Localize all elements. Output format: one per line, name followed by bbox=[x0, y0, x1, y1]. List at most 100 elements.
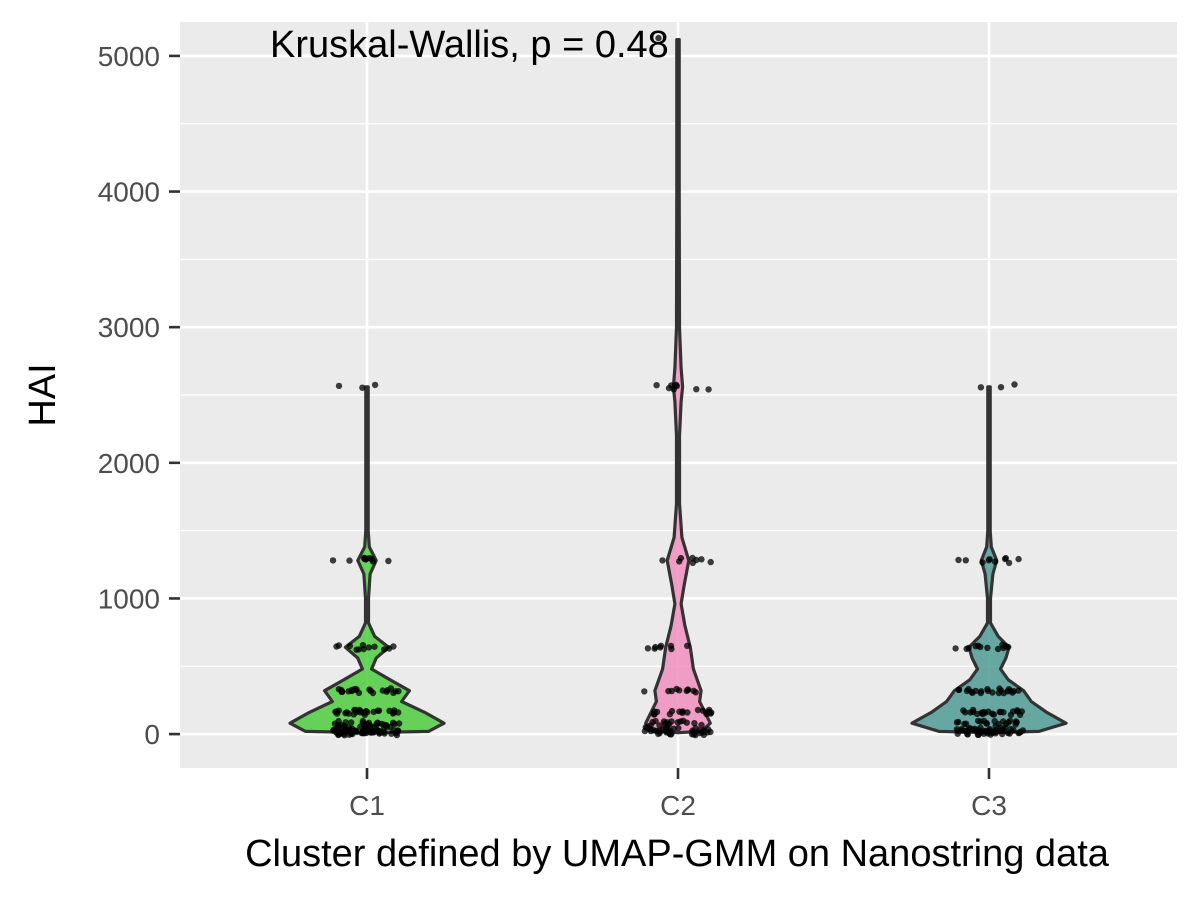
data-point bbox=[647, 722, 654, 729]
data-point bbox=[997, 384, 1005, 391]
data-point bbox=[972, 643, 979, 650]
data-point bbox=[955, 686, 962, 693]
data-point bbox=[659, 557, 666, 564]
data-point bbox=[352, 727, 360, 734]
data-point bbox=[705, 386, 712, 393]
data-point bbox=[338, 686, 345, 694]
data-point bbox=[979, 559, 986, 566]
data-point bbox=[963, 645, 970, 653]
data-point bbox=[974, 717, 982, 725]
data-point bbox=[668, 382, 675, 389]
data-point bbox=[365, 644, 373, 651]
data-point bbox=[953, 726, 961, 733]
data-point bbox=[338, 729, 345, 736]
data-point bbox=[653, 382, 660, 389]
data-point bbox=[655, 34, 662, 42]
data-point bbox=[641, 688, 648, 695]
x-tick-label: C2 bbox=[660, 790, 696, 821]
data-point bbox=[666, 711, 674, 718]
data-point bbox=[1007, 725, 1014, 733]
data-point bbox=[971, 725, 978, 732]
data-point bbox=[333, 643, 340, 650]
data-point bbox=[366, 722, 374, 729]
data-point bbox=[995, 720, 1002, 728]
y-axis: 0 1000 2000 3000 4000 5000 bbox=[98, 41, 180, 750]
data-point bbox=[989, 689, 996, 696]
x-axis: C1 C2 C3 bbox=[349, 768, 1007, 821]
data-point bbox=[353, 646, 360, 653]
x-axis-title: Cluster defined by UMAP-GMM on Nanostrin… bbox=[245, 833, 1110, 875]
data-point bbox=[694, 706, 702, 714]
data-point bbox=[699, 729, 706, 736]
y-tick-label: 2000 bbox=[98, 448, 160, 479]
data-point bbox=[346, 557, 353, 564]
data-point bbox=[330, 726, 337, 734]
data-points bbox=[329, 34, 1027, 739]
data-point bbox=[359, 384, 366, 391]
data-point bbox=[375, 707, 383, 714]
data-point bbox=[953, 719, 961, 726]
x-tick-label: C1 bbox=[349, 790, 385, 821]
data-point bbox=[692, 689, 699, 696]
data-point bbox=[644, 645, 652, 652]
data-point bbox=[348, 719, 355, 726]
data-point bbox=[986, 556, 993, 563]
data-point bbox=[1011, 381, 1018, 388]
data-point bbox=[693, 386, 700, 393]
data-point bbox=[1000, 709, 1007, 716]
data-point bbox=[959, 727, 966, 734]
data-point bbox=[1002, 554, 1009, 562]
data-point bbox=[663, 719, 671, 726]
data-point bbox=[335, 382, 343, 390]
data-point bbox=[698, 721, 705, 729]
kruskal-wallis-annotation: Kruskal-Wallis, p = 0.48 bbox=[270, 24, 669, 66]
data-point bbox=[1015, 555, 1022, 563]
data-point bbox=[657, 642, 665, 649]
data-point bbox=[391, 707, 398, 714]
data-point bbox=[369, 558, 377, 565]
data-point bbox=[668, 645, 675, 653]
data-point bbox=[704, 729, 711, 736]
data-point bbox=[652, 717, 659, 725]
data-point bbox=[1003, 720, 1010, 728]
data-point bbox=[1017, 728, 1024, 736]
data-point bbox=[370, 708, 377, 716]
data-point bbox=[979, 710, 986, 718]
data-point bbox=[676, 708, 683, 715]
data-point bbox=[381, 646, 388, 653]
data-point bbox=[991, 558, 999, 565]
data-point bbox=[1007, 687, 1014, 694]
data-point bbox=[673, 685, 680, 693]
data-point bbox=[374, 719, 381, 726]
data-point bbox=[969, 689, 976, 696]
data-point bbox=[1005, 559, 1013, 567]
data-point bbox=[656, 722, 663, 729]
data-point bbox=[651, 645, 658, 652]
data-point bbox=[667, 727, 674, 734]
x-tick-label: C3 bbox=[971, 790, 1007, 821]
data-point bbox=[952, 645, 959, 652]
data-point bbox=[955, 556, 962, 564]
data-point bbox=[693, 556, 700, 564]
data-point bbox=[962, 709, 969, 716]
data-point bbox=[706, 708, 713, 716]
y-tick-label: 0 bbox=[144, 719, 160, 750]
data-point bbox=[684, 686, 692, 694]
data-point bbox=[346, 642, 354, 650]
data-point bbox=[651, 711, 658, 718]
data-point bbox=[356, 706, 363, 714]
data-point bbox=[978, 688, 985, 695]
data-point bbox=[333, 710, 341, 717]
data-point bbox=[380, 721, 388, 728]
y-tick-label: 1000 bbox=[98, 583, 160, 614]
data-point bbox=[997, 687, 1005, 694]
data-point bbox=[683, 719, 690, 726]
data-point bbox=[974, 710, 981, 718]
data-point bbox=[1015, 687, 1022, 694]
data-point bbox=[677, 554, 685, 562]
data-point bbox=[395, 688, 402, 695]
data-point bbox=[984, 686, 991, 693]
data-point bbox=[338, 722, 345, 729]
data-point bbox=[688, 731, 696, 738]
